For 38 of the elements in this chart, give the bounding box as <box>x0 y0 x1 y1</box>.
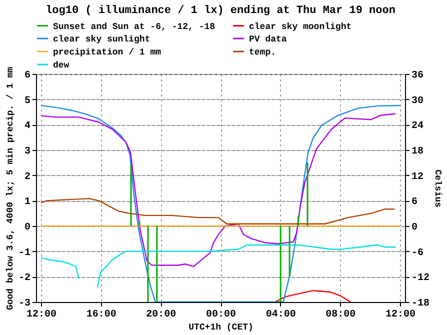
y-axis-title: Good below 3.6, 4000 lx; 5 min precip. / 1 mm <box>6 66 16 310</box>
x-tick-label: 12:00 <box>26 310 57 320</box>
legend-label: clear sky sunlight <box>53 34 150 44</box>
y2-tick-label: 6 <box>412 197 418 208</box>
y-tick-label: 1 <box>24 197 30 208</box>
x-tick-label: 04:00 <box>266 310 296 320</box>
x-tick-label: 00:00 <box>206 310 236 320</box>
y2-tick-label: 30 <box>412 96 424 107</box>
x-tick-label: 16:00 <box>86 310 116 320</box>
y2-tick-label: 36 <box>412 70 424 82</box>
x-axis-title: UTC+1h (CET) <box>188 322 254 332</box>
y2-tick-label: -12 <box>412 273 430 284</box>
y-tick-label: 4 <box>24 121 30 132</box>
legend-label: PV data <box>249 34 288 44</box>
y2-tick-label: -18 <box>412 298 430 310</box>
legend-label: clear sky moonlight <box>249 22 352 32</box>
y2-tick-label: -6 <box>412 248 424 259</box>
y2-tick-label: 18 <box>412 146 424 158</box>
y-tick-label: 2 <box>24 172 30 183</box>
y2-tick-label: 0 <box>412 222 418 234</box>
y-tick-label: 6 <box>24 70 30 82</box>
x-tick-label: 20:00 <box>146 310 176 320</box>
y-tick-label: 3 <box>24 146 30 158</box>
legend-label: temp. <box>249 48 276 58</box>
chart-title: log10 ( illuminance / 1 lx) ending at Thu Mar 19 noon <box>46 5 396 17</box>
legend-label: dew <box>53 60 70 70</box>
y-tick-label: 0 <box>24 222 30 234</box>
y2-axis-title: Celsius <box>432 170 443 208</box>
legend-label: precipitation / 1 mm <box>53 48 162 58</box>
y2-tick-label: 24 <box>412 121 424 132</box>
y2-tick-label: 12 <box>412 172 424 183</box>
y-tick-label: -2 <box>18 273 30 284</box>
y-tick-label: -1 <box>18 248 30 259</box>
y-tick-label: 5 <box>24 96 30 107</box>
y-tick-label: -3 <box>18 298 30 310</box>
x-tick-label: 08:00 <box>326 310 356 320</box>
x-tick-label: 12:00 <box>385 310 416 320</box>
legend-label: Sunset and Sun at -6, -12, -18 <box>53 22 216 32</box>
